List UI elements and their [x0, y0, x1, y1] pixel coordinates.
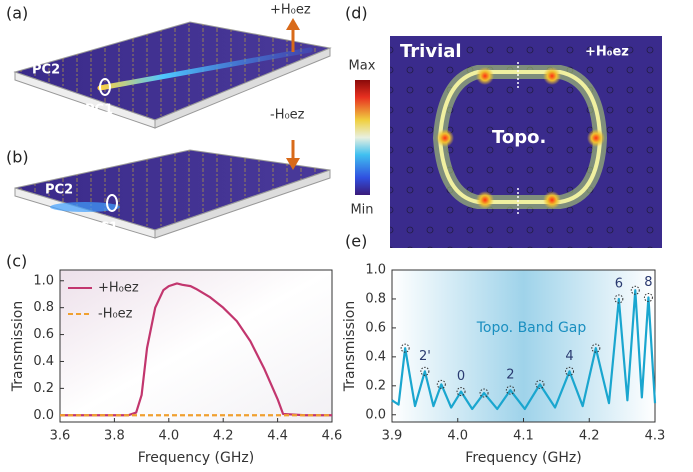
field-label: +H₀ez	[585, 45, 629, 60]
x-tick-label: 3.8	[104, 429, 125, 444]
y-tick-label: 0.2	[365, 378, 386, 393]
pc2-label: PC2	[45, 183, 73, 198]
x-tick-label: 4.4	[267, 429, 288, 444]
x-tick-label: 4.0	[447, 429, 468, 444]
peak-label: 8	[644, 275, 652, 290]
x-tick-label: 3.6	[50, 429, 71, 444]
topo-label: Topo.	[492, 127, 546, 148]
y-tick-label: 0.8	[365, 291, 386, 306]
x-axis-title: Frequency (GHz)	[465, 450, 581, 466]
arrow-head	[286, 18, 300, 30]
colorbar-max: Max	[349, 59, 376, 74]
y-tick-label: 0.0	[365, 407, 386, 422]
band-gap-label: Topo. Band Gap	[476, 320, 587, 336]
panel-label: (d)	[345, 4, 368, 23]
x-tick-label: 4.2	[579, 429, 600, 444]
y-tick-label: 0.8	[33, 300, 54, 315]
y-tick-label: 0.2	[33, 381, 54, 396]
y-tick-label: 1.0	[33, 273, 54, 288]
x-tick-label: 4.3	[645, 429, 666, 444]
y-tick-label: 0.6	[33, 327, 54, 342]
legend-label: +H₀ez	[98, 281, 139, 296]
x-tick-label: 3.9	[382, 429, 403, 444]
y-axis-title: Transmission	[10, 301, 26, 392]
y-tick-label: 0.0	[33, 408, 54, 423]
panel-label: (c)	[6, 252, 27, 271]
y-tick-label: 0.4	[33, 354, 54, 369]
y-tick-label: 1.0	[365, 263, 386, 278]
figure: (a) PC2 PC1 +H₀ez (b) PC2 PC1 -H₀ez (c) …	[0, 0, 693, 472]
peak-label: 2'	[419, 349, 431, 364]
x-tick-label: 4.0	[158, 429, 179, 444]
pc1-label: PC1	[85, 103, 113, 118]
y-axis-title: Transmission	[342, 301, 358, 392]
peak-label: 0	[457, 369, 465, 384]
panel-label: (a)	[6, 4, 28, 23]
pc2-label: PC2	[32, 63, 60, 78]
panel-label: (b)	[6, 148, 29, 167]
field-label: -H₀ez	[270, 108, 305, 123]
x-axis-title: Frequency (GHz)	[138, 450, 254, 466]
legend-label: -H₀ez	[98, 307, 133, 322]
trivial-label: Trivial	[400, 41, 462, 62]
y-tick-label: 0.6	[365, 320, 386, 335]
colorbar	[355, 80, 370, 195]
peak-label: 2	[506, 368, 514, 383]
peak-label: 4	[565, 349, 573, 364]
peak-label: 6	[615, 276, 623, 291]
x-tick-label: 4.1	[513, 429, 534, 444]
field-label: +H₀ez	[270, 3, 311, 18]
colorbar-min: Min	[350, 203, 373, 218]
panel-label: (e)	[345, 232, 367, 251]
x-tick-label: 4.2	[213, 429, 234, 444]
x-tick-label: 4.6	[322, 429, 343, 444]
pc1-label: PC1	[90, 221, 118, 236]
y-tick-label: 0.4	[365, 349, 386, 364]
